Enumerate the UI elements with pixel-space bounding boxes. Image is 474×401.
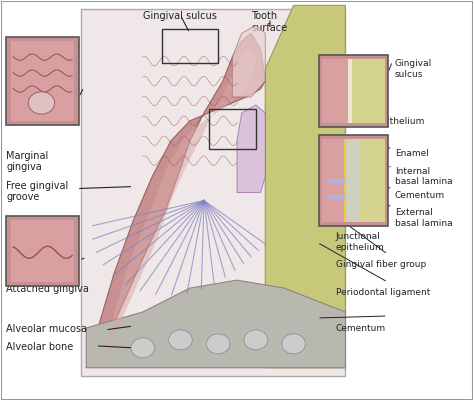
Circle shape bbox=[169, 330, 192, 350]
Polygon shape bbox=[232, 25, 265, 97]
Text: Sulcular epithelium: Sulcular epithelium bbox=[336, 117, 424, 126]
Text: Alveolar bone: Alveolar bone bbox=[6, 342, 73, 352]
Bar bbox=[359, 139, 385, 223]
Circle shape bbox=[131, 338, 155, 358]
Circle shape bbox=[244, 330, 268, 350]
Circle shape bbox=[282, 334, 305, 354]
Bar bbox=[319, 135, 388, 227]
Polygon shape bbox=[237, 105, 265, 192]
Bar bbox=[350, 59, 385, 123]
Bar bbox=[82, 9, 346, 376]
Bar bbox=[319, 55, 388, 127]
Bar bbox=[322, 59, 348, 123]
Text: Cementum: Cementum bbox=[395, 190, 445, 200]
Bar bbox=[11, 221, 74, 282]
Text: Marginal
gingiva: Marginal gingiva bbox=[6, 151, 48, 172]
Text: Periodontal ligament: Periodontal ligament bbox=[336, 288, 430, 297]
Text: Gingival
sulcus: Gingival sulcus bbox=[395, 59, 432, 79]
Circle shape bbox=[206, 334, 230, 354]
Bar bbox=[346, 139, 359, 223]
Bar bbox=[345, 139, 346, 223]
Text: Tooth
surface: Tooth surface bbox=[251, 11, 287, 33]
Text: Free gingival
groove: Free gingival groove bbox=[6, 180, 68, 202]
Bar bbox=[322, 139, 346, 223]
Bar bbox=[348, 59, 352, 123]
Polygon shape bbox=[105, 49, 256, 360]
Bar bbox=[6, 217, 79, 286]
Bar bbox=[11, 41, 74, 121]
Polygon shape bbox=[265, 5, 346, 368]
Bar bbox=[209, 109, 256, 149]
Circle shape bbox=[28, 92, 55, 114]
Text: Cementum: Cementum bbox=[336, 324, 386, 333]
Text: Alveolar mucosa: Alveolar mucosa bbox=[6, 324, 87, 334]
Text: Attached gingiva: Attached gingiva bbox=[6, 284, 89, 294]
Text: Gingival fiber group: Gingival fiber group bbox=[336, 260, 426, 269]
Text: Enamel: Enamel bbox=[395, 149, 429, 158]
Polygon shape bbox=[86, 33, 265, 368]
Bar bbox=[327, 195, 346, 198]
Bar bbox=[327, 179, 346, 182]
Bar bbox=[162, 29, 218, 63]
Polygon shape bbox=[86, 280, 346, 368]
Bar bbox=[6, 37, 79, 125]
Text: Gingival sulcus: Gingival sulcus bbox=[143, 11, 217, 21]
Text: External
basal lamina: External basal lamina bbox=[395, 209, 453, 228]
Text: Junctional
epithelium: Junctional epithelium bbox=[336, 232, 385, 252]
Text: Internal
basal lamina: Internal basal lamina bbox=[395, 167, 453, 186]
